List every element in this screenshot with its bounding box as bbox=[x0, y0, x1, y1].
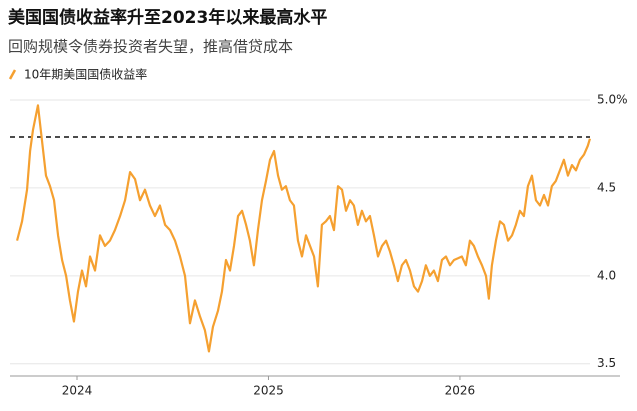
y-tick-label: 3.5 bbox=[597, 356, 616, 370]
legend-swatch bbox=[8, 69, 17, 80]
x-tick-label: 2026 bbox=[445, 384, 476, 398]
y-tick-label: 4.0 bbox=[597, 268, 616, 282]
y-tick-label: 5.0% bbox=[597, 93, 628, 107]
line-series bbox=[16, 104, 591, 353]
legend-label: 10年期美国国债收益率 bbox=[24, 67, 147, 82]
chart-title: 美国国债收益率升至2023年以来最高水平 bbox=[8, 7, 327, 28]
y-tick-label: 4.5 bbox=[597, 180, 616, 194]
x-tick-label: 2024 bbox=[62, 384, 93, 398]
x-tick-label: 2025 bbox=[253, 384, 284, 398]
chart-subtitle: 回购规模令债券投资者失望，推高借贷成本 bbox=[8, 38, 293, 56]
